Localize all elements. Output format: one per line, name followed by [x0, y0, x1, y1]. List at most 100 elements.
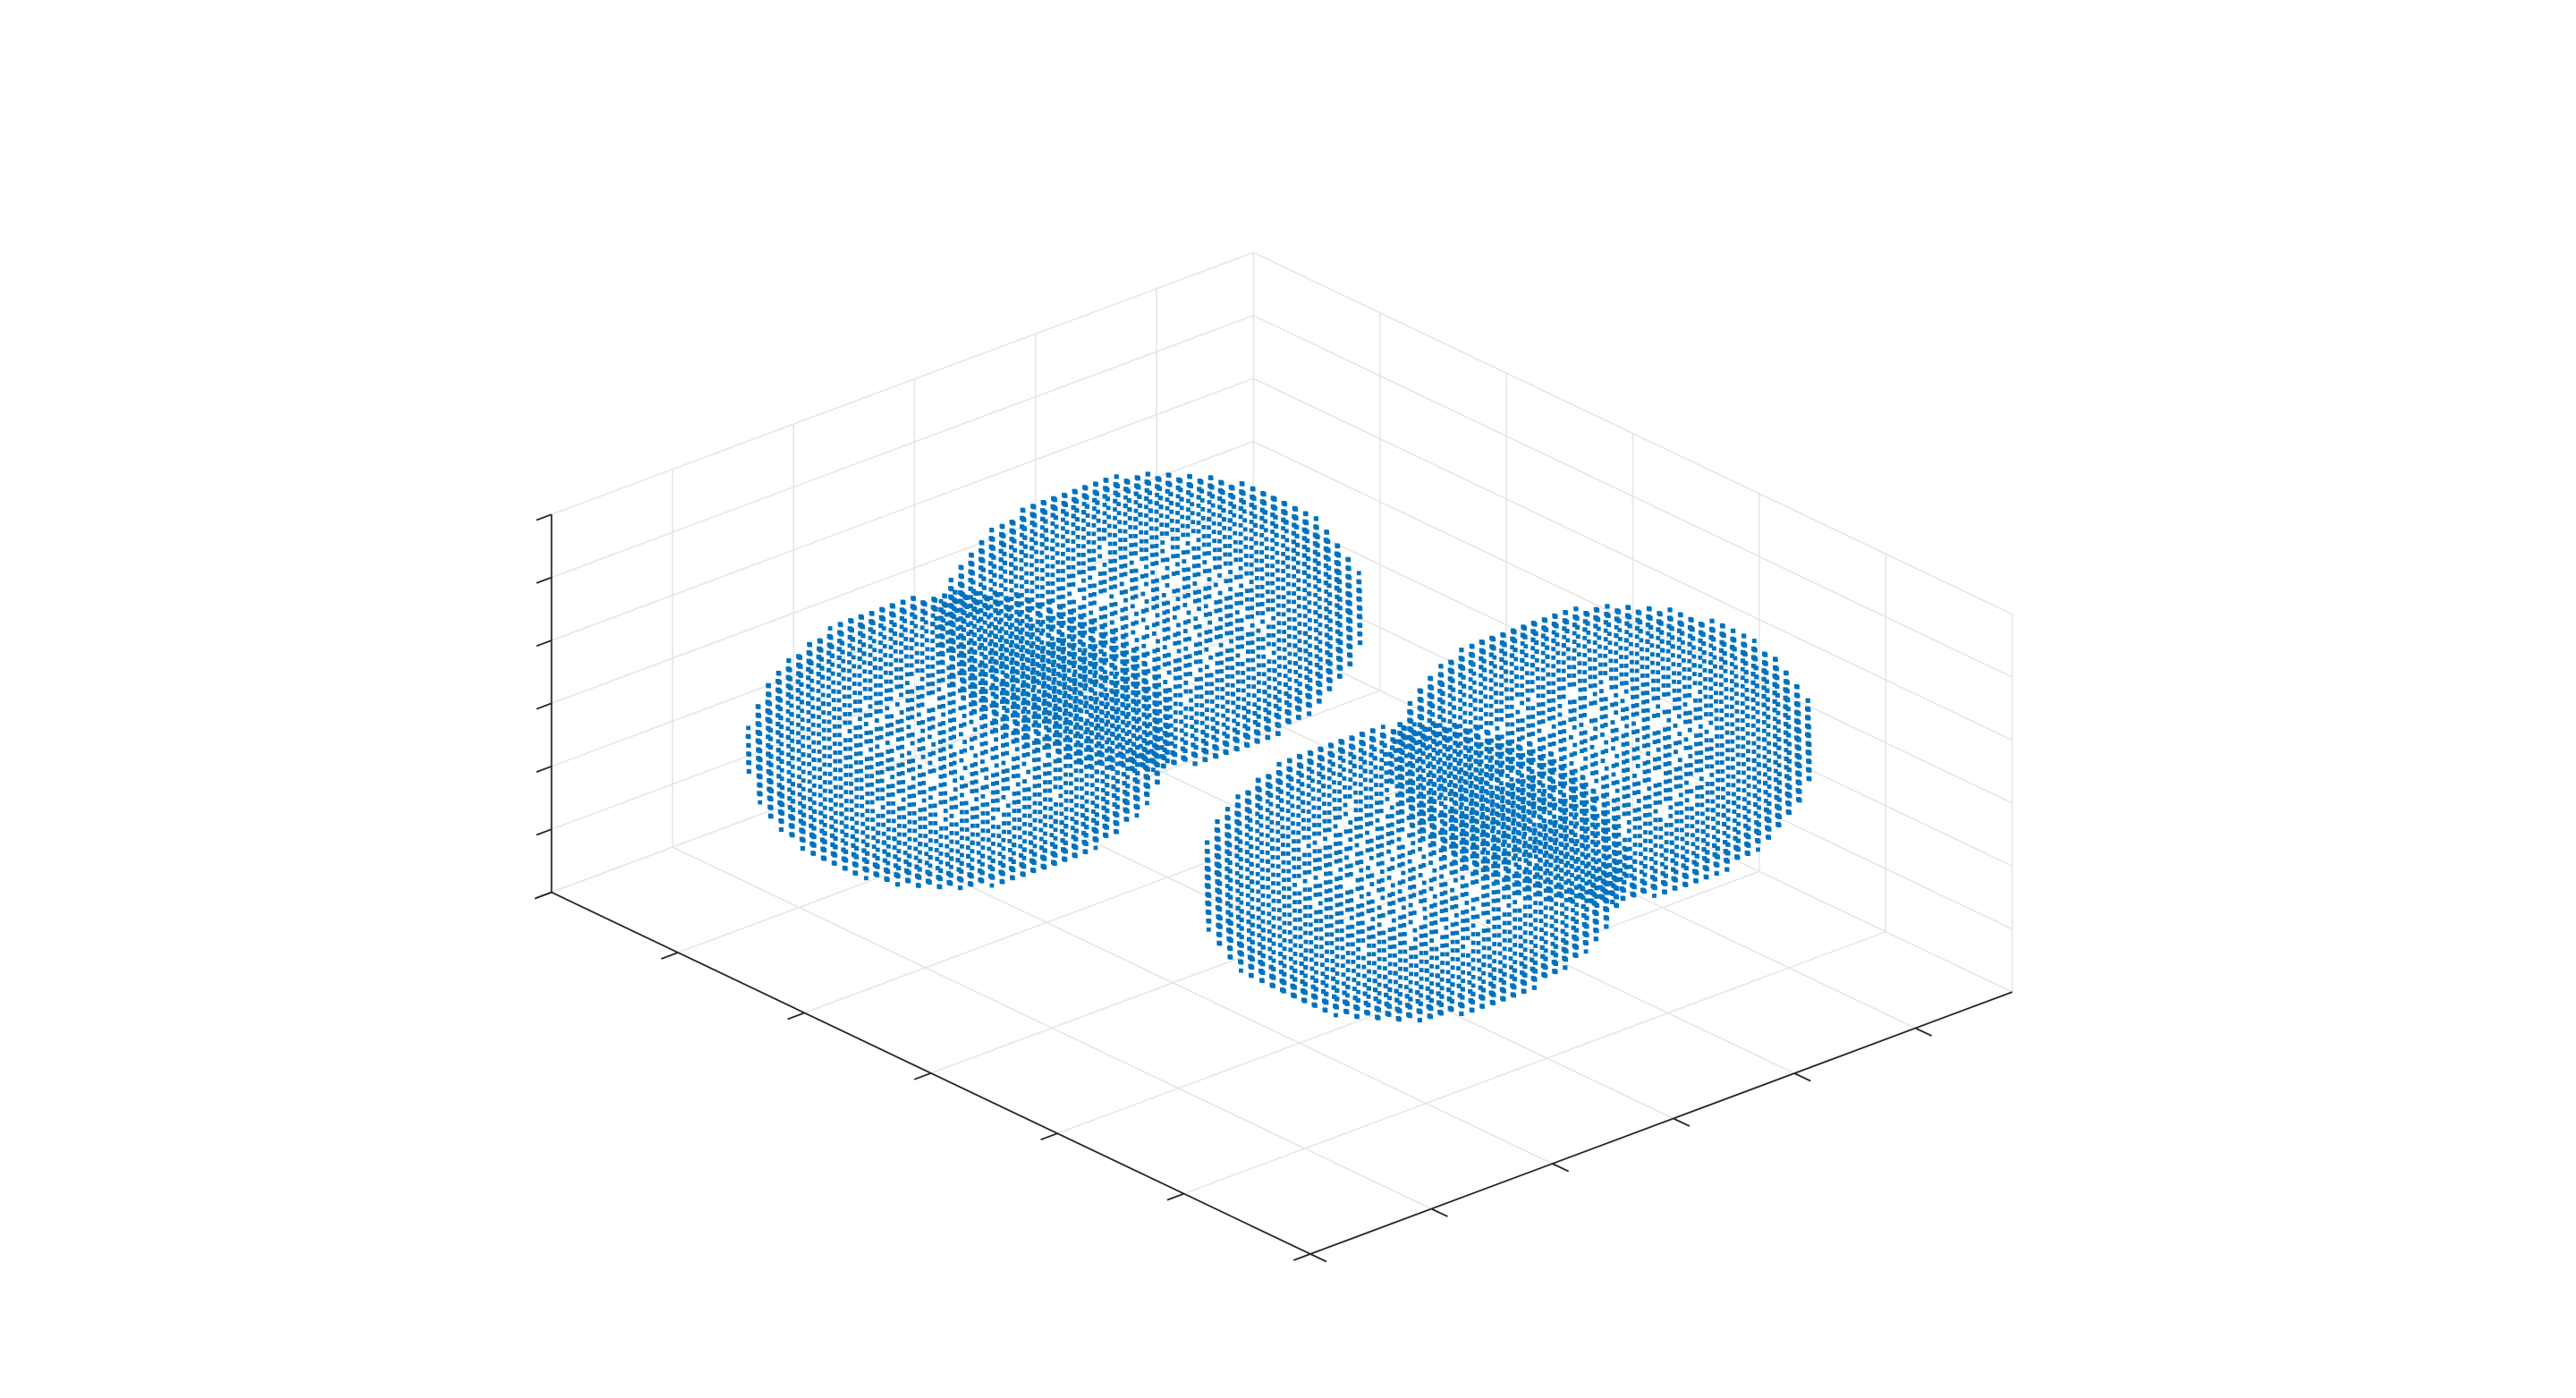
scatter-point [1526, 792, 1531, 797]
scatter-point [1566, 656, 1572, 661]
scatter-point [1517, 736, 1521, 741]
scatter-point [1683, 737, 1689, 742]
scatter-point [1292, 839, 1296, 843]
scatter-point [1538, 901, 1543, 906]
scatter-point [1606, 862, 1612, 868]
scatter-point [1376, 835, 1380, 841]
scatter-point [1550, 932, 1555, 937]
scatter-point [1708, 712, 1714, 716]
scatter-point [1567, 665, 1572, 670]
scatter-point [1642, 769, 1648, 775]
scatter-point [1533, 909, 1538, 914]
scatter-point [1389, 822, 1394, 827]
scatter-point [1683, 719, 1688, 724]
scatter-point [1601, 802, 1606, 807]
scatter-point [1785, 715, 1791, 720]
scatter-point [1740, 709, 1745, 715]
scatter-point [1270, 863, 1275, 868]
scatter-point [1612, 867, 1616, 872]
scatter-point [1526, 697, 1530, 702]
scatter-point [1555, 650, 1561, 656]
scatter-point [1516, 838, 1521, 843]
scatter-point [1322, 998, 1326, 1004]
scatter-point [1681, 863, 1686, 868]
scatter-point [1641, 699, 1646, 705]
scatter-point [1694, 853, 1699, 859]
scatter-point [1527, 852, 1531, 857]
scatter-point [1292, 856, 1296, 861]
scatter-point [1415, 767, 1420, 773]
scatter-point [1515, 769, 1521, 775]
scatter-point [1735, 744, 1741, 749]
scatter-point [1721, 812, 1726, 818]
scatter-point [1407, 851, 1412, 855]
scatter-point [1743, 660, 1748, 665]
scatter-point [1375, 826, 1380, 832]
scatter-point [1512, 891, 1517, 895]
scatter-point [1664, 831, 1669, 836]
scatter-point [1473, 826, 1479, 832]
scatter-point [1335, 971, 1340, 976]
scatter-point [1569, 777, 1573, 783]
scatter-point [1526, 801, 1531, 805]
scatter-point [1446, 996, 1452, 1001]
scatter-point [1724, 722, 1730, 726]
scatter-point [1394, 775, 1400, 780]
scatter-point [1703, 874, 1708, 879]
scatter-point [1479, 994, 1483, 999]
scatter-point [1445, 970, 1451, 975]
scatter-point [1538, 875, 1543, 880]
scatter-point [1448, 826, 1453, 832]
scatter-point [1398, 932, 1402, 937]
scatter-point [1359, 732, 1364, 736]
scatter-point [1227, 860, 1233, 865]
scatter-point [1679, 818, 1684, 824]
scatter-point [1215, 887, 1220, 893]
scatter-point [1569, 864, 1574, 868]
scatter-point [1313, 893, 1318, 897]
scatter-point [1580, 852, 1585, 857]
scatter-point [1301, 988, 1305, 993]
scatter-point [1334, 851, 1339, 855]
scatter-point [1483, 712, 1488, 716]
scatter-point [1237, 830, 1242, 835]
scatter-point [1452, 749, 1457, 754]
scatter-point [1590, 805, 1595, 810]
scatter-point [1470, 975, 1476, 979]
scatter-point [1586, 639, 1591, 644]
scatter-point [1609, 667, 1614, 673]
scatter-point [1600, 878, 1606, 884]
scatter-point [1688, 771, 1693, 776]
scatter-point [1664, 848, 1668, 853]
scatter-point [1673, 706, 1677, 711]
scatter-point [1575, 634, 1580, 639]
scatter-point [1271, 933, 1276, 937]
scatter-point [1746, 749, 1750, 754]
scatter-point [1260, 867, 1265, 872]
scatter-point [1716, 769, 1720, 774]
scatter-point [1500, 817, 1505, 821]
scatter-point [1536, 890, 1541, 895]
scatter-point [1334, 859, 1339, 864]
scatter-point [1368, 847, 1374, 852]
scatter-point [1369, 882, 1375, 886]
scatter-point [1368, 795, 1374, 801]
scatter-point [1224, 815, 1230, 819]
scatter-point [1397, 880, 1402, 885]
scatter-point [1227, 868, 1233, 874]
scatter-point [1323, 854, 1328, 859]
scatter-point [1260, 919, 1266, 924]
scatter-point [1653, 860, 1658, 865]
scatter-point [1489, 811, 1495, 816]
scatter-point [1379, 843, 1385, 848]
scatter-point [1715, 743, 1720, 748]
scatter-point [1527, 869, 1532, 875]
scatter-point [1547, 742, 1553, 747]
scatter-point [1504, 875, 1509, 880]
scatter-point [1476, 949, 1481, 954]
scatter-point [1239, 909, 1244, 914]
scatter-point [1490, 846, 1496, 852]
scatter-point [1610, 720, 1615, 724]
scatter-point [1297, 917, 1302, 922]
scatter-point [1479, 780, 1483, 785]
